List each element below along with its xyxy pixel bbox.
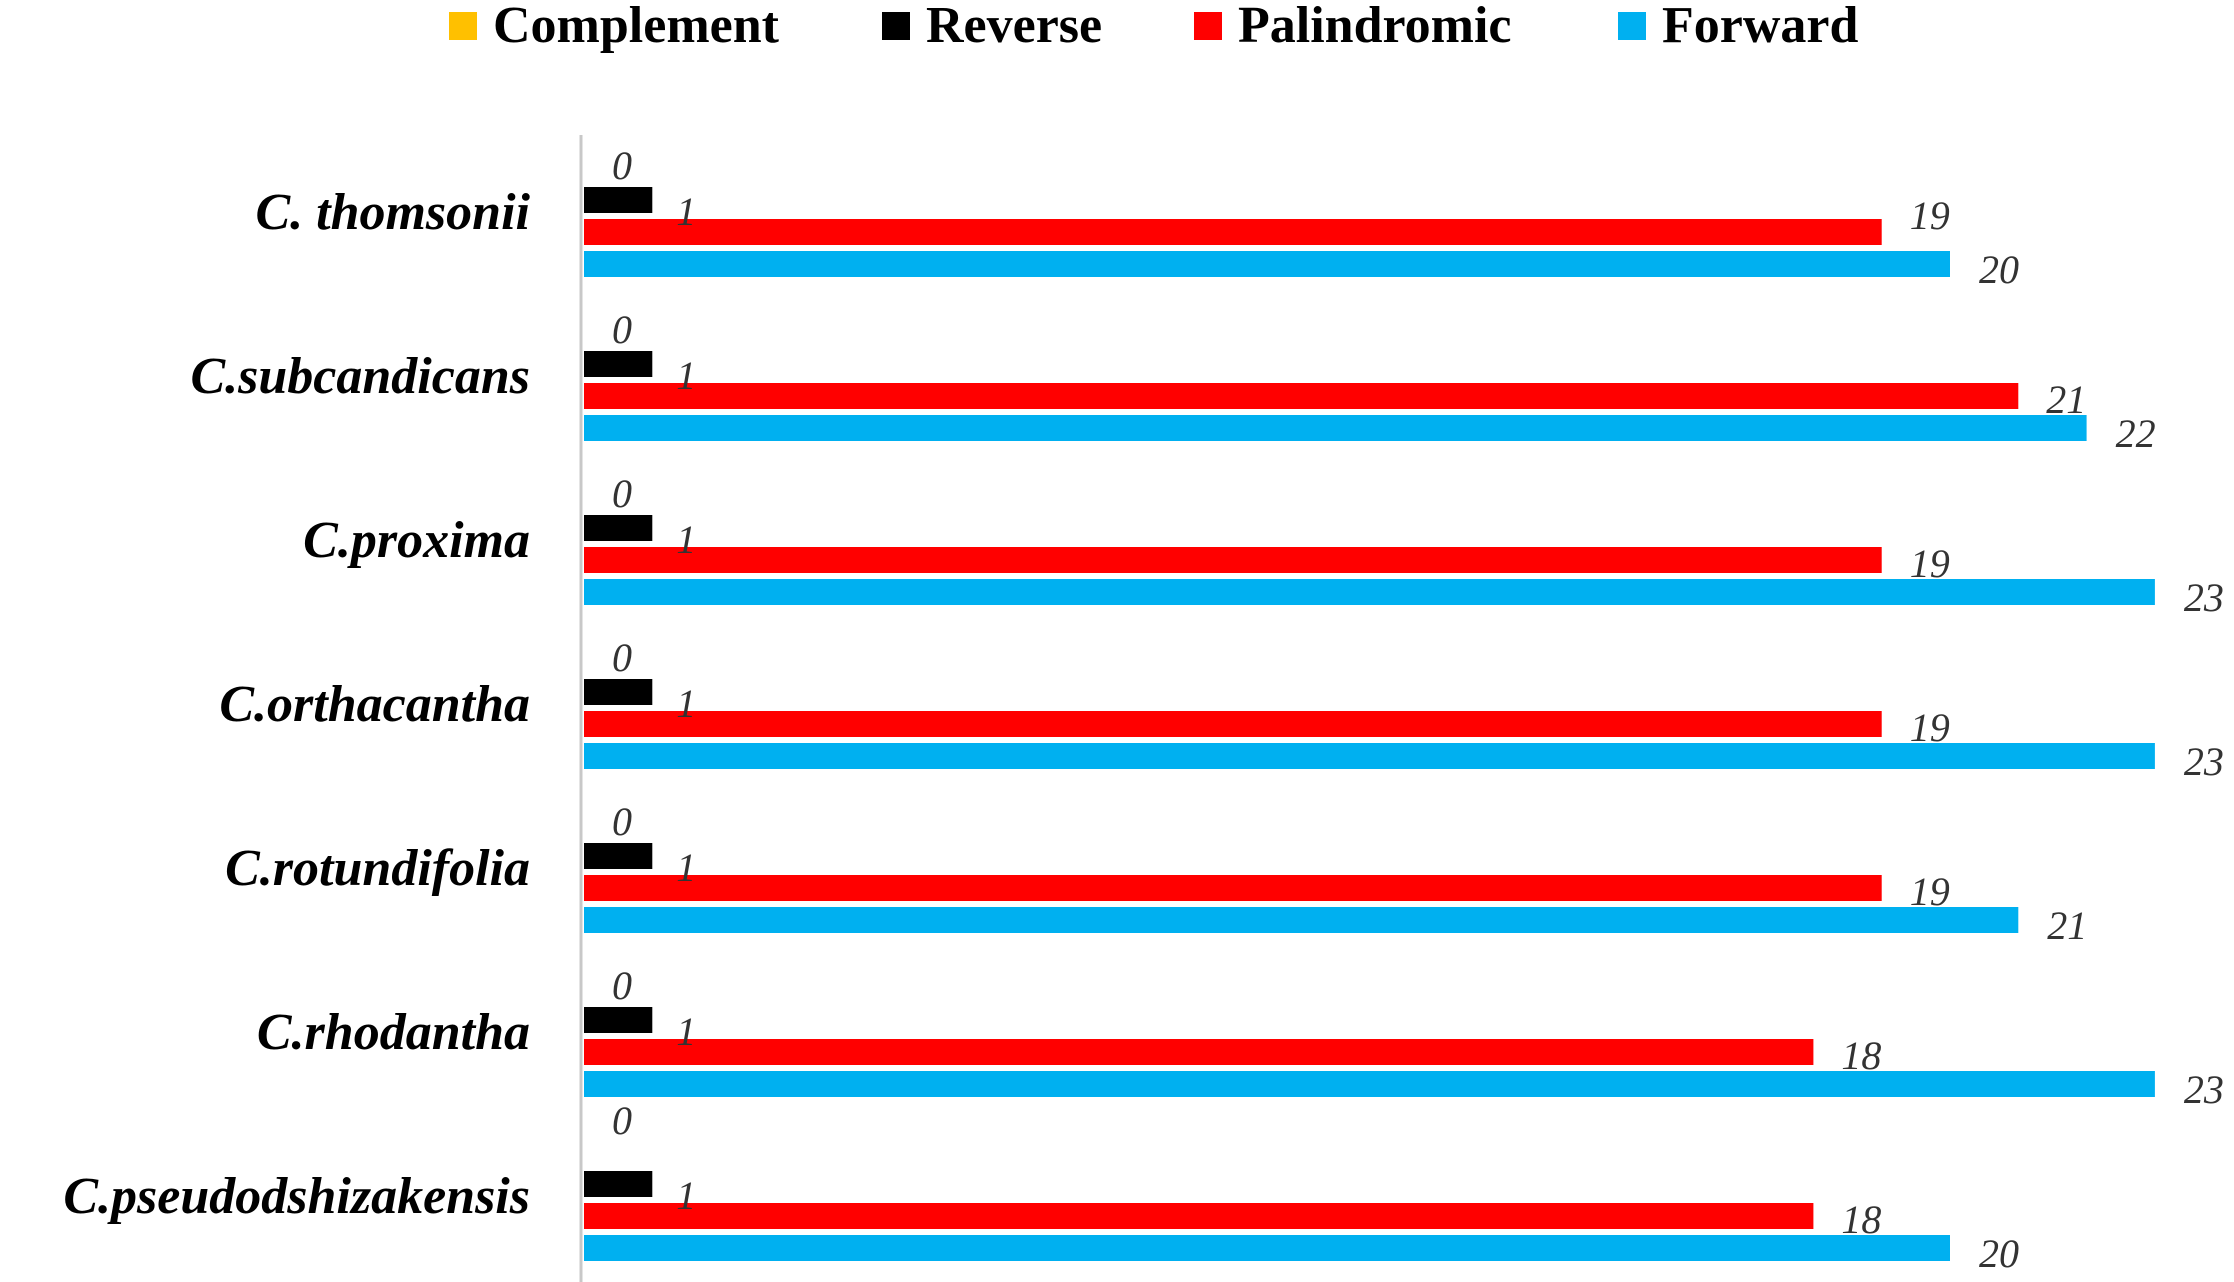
bar-reverse <box>584 515 653 541</box>
bar-forward <box>584 251 1950 277</box>
data-label-reverse: 1 <box>676 1173 696 1218</box>
legend-label-reverse: Reverse <box>926 0 1102 54</box>
legend-label-palindromic: Palindromic <box>1238 0 1511 54</box>
bar-palindromic <box>584 547 1882 573</box>
data-label-reverse: 1 <box>676 681 696 726</box>
legend-swatch-palindromic <box>1194 12 1222 40</box>
data-label-complement: 0 <box>612 1098 632 1143</box>
data-label-reverse: 1 <box>676 189 696 234</box>
bars <box>584 187 2155 1261</box>
category-label: C.rotundifolia <box>225 840 530 897</box>
category-label: C.rhodantha <box>257 1004 530 1061</box>
data-label-forward: 22 <box>2116 411 2156 456</box>
legend-swatch-complement <box>449 12 477 40</box>
data-label-complement: 0 <box>612 307 632 352</box>
data-labels: 01 19200121220119230119230119210118230118… <box>612 143 2224 1276</box>
data-label-forward: 21 <box>2047 903 2087 948</box>
data-label-reverse: 1 <box>676 1009 696 1054</box>
category-label: C.orthacantha <box>219 676 530 733</box>
bar-palindromic <box>584 875 1882 901</box>
category-label: C.subcandicans <box>190 348 530 405</box>
bar-palindromic <box>584 383 2019 409</box>
legend-label-complement: Complement <box>493 0 780 54</box>
data-label-palindromic: 18 <box>1841 1197 1881 1242</box>
data-label-palindromic: 19 <box>1910 193 1950 238</box>
bar-reverse <box>584 679 653 705</box>
bar-palindromic <box>584 711 1882 737</box>
data-label-palindromic: 19 <box>1910 541 1950 586</box>
data-label-complement: 0 <box>612 143 632 188</box>
category-labels: C. thomsonii C.subcandicans C.proxima C.ort… <box>63 184 530 1225</box>
data-label-complement: 0 <box>612 471 632 516</box>
data-label-palindromic: 21 <box>2046 377 2086 422</box>
data-label-reverse: 1 <box>676 353 696 398</box>
data-label-palindromic: 19 <box>1910 705 1950 750</box>
bar-forward <box>584 415 2087 441</box>
legend-label-forward: Forward <box>1662 0 1858 54</box>
bar-reverse <box>584 1171 653 1197</box>
category-label: C.proxima <box>303 512 530 569</box>
legend-swatch-forward <box>1618 12 1646 40</box>
bar-palindromic <box>584 1039 1814 1065</box>
data-label-forward: 23 <box>2184 739 2224 784</box>
legend: Complement Reverse Palindromic Forward <box>449 0 1858 54</box>
data-label-complement: 0 <box>612 635 632 680</box>
data-label-palindromic: 19 <box>1910 869 1950 914</box>
data-label-complement: 0 <box>612 799 632 844</box>
bar-reverse <box>584 1007 653 1033</box>
data-label-reverse: 1 <box>676 517 696 562</box>
bar-forward <box>584 1235 1950 1261</box>
data-label-forward: 20 <box>1979 1231 2019 1276</box>
bar-reverse <box>584 187 653 213</box>
bar-reverse <box>584 351 653 377</box>
data-label-forward: 23 <box>2184 1067 2224 1112</box>
data-label-forward: 20 <box>1979 247 2019 292</box>
bar-reverse <box>584 843 653 869</box>
data-label-palindromic: 18 <box>1841 1033 1881 1078</box>
data-label-reverse: 1 <box>676 845 696 890</box>
data-label-forward: 23 <box>2184 575 2224 620</box>
bar-forward <box>584 907 2019 933</box>
bar-forward <box>584 579 2155 605</box>
bar-forward <box>584 743 2155 769</box>
category-label: C. thomsonii <box>255 184 530 241</box>
bar-palindromic <box>584 1203 1814 1229</box>
data-label-complement: 0 <box>612 963 632 1008</box>
bar-palindromic <box>584 219 1882 245</box>
legend-swatch-reverse <box>882 12 910 40</box>
bar-forward <box>584 1071 2155 1097</box>
category-label: C.pseudodshizakensis <box>63 1168 530 1225</box>
